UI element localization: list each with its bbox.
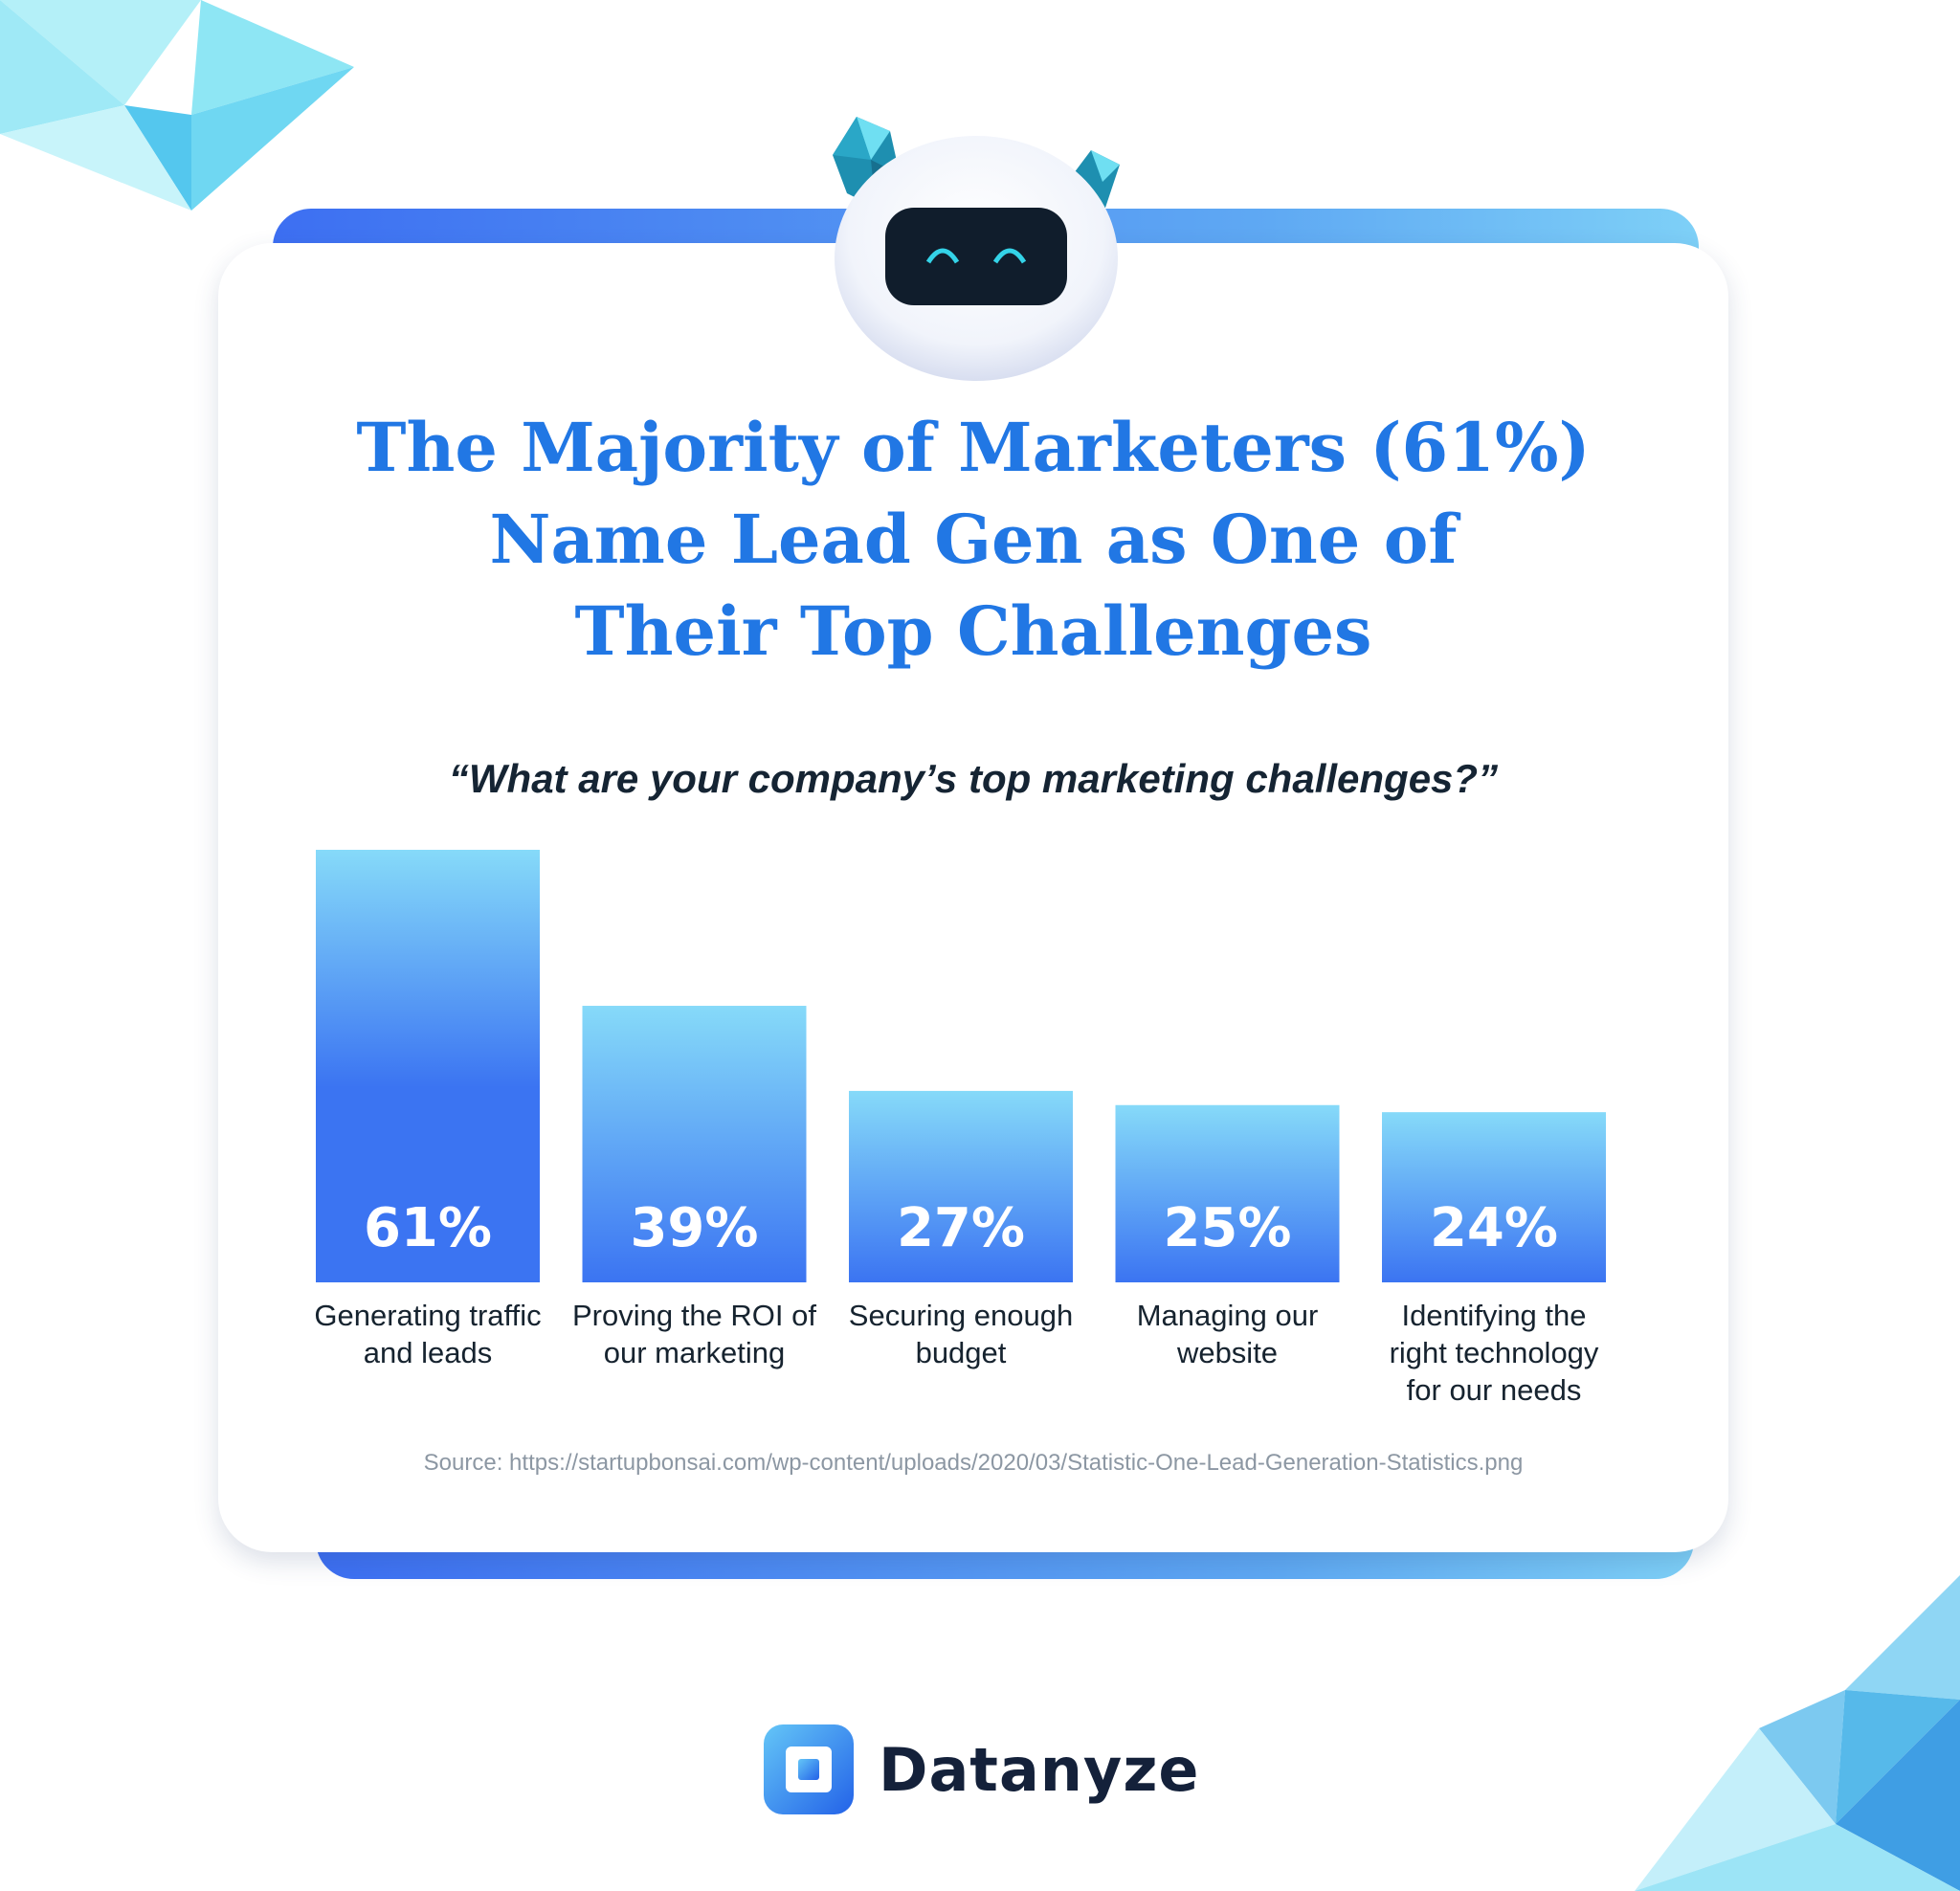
category-label-line: Securing enough bbox=[848, 1299, 1074, 1332]
category-label-line: Managing our bbox=[1136, 1299, 1319, 1332]
category-label-line: Generating traffic bbox=[314, 1299, 542, 1332]
title-line: Their Top Challenges bbox=[574, 591, 1372, 671]
brand-logo: Datanyze bbox=[764, 1724, 1199, 1814]
category-label: Generating traffic and leads bbox=[299, 1297, 557, 1371]
bar bbox=[582, 1006, 807, 1282]
bar bbox=[849, 1090, 1073, 1282]
survey-question: “What are your company’s top marketing c… bbox=[448, 756, 1499, 801]
category-label-line: for our needs bbox=[1406, 1373, 1582, 1407]
category-label: Securing enough budget bbox=[832, 1297, 1090, 1371]
bar-chart-svg: 61% 39% 27% 25% 24% bbox=[316, 850, 1606, 1282]
source-citation: Source: https://startupbonsai.com/wp-con… bbox=[423, 1450, 1524, 1476]
category-label-line: Proving the ROI of bbox=[571, 1299, 816, 1332]
bar-chart: 61% 39% 27% 25% 24% bbox=[316, 833, 1646, 1282]
robot-mascot-icon bbox=[833, 117, 1120, 381]
bar bbox=[316, 850, 540, 1282]
bar bbox=[1115, 1104, 1340, 1282]
polygon-decoration-top-left bbox=[0, 0, 354, 211]
category-label-line: budget bbox=[915, 1336, 1007, 1369]
category-label: Identifying the right technology for our n… bbox=[1365, 1297, 1623, 1409]
category-label-line: and leads bbox=[363, 1336, 493, 1369]
title-line: The Majority of Marketers (61%) bbox=[356, 408, 1591, 487]
category-label: Managing our website bbox=[1099, 1297, 1357, 1371]
category-label-line: right technology bbox=[1389, 1336, 1599, 1369]
bar-value-label: 39% bbox=[630, 1197, 758, 1259]
bar-value-label: 25% bbox=[1163, 1197, 1291, 1259]
bar-value-label: 61% bbox=[364, 1197, 492, 1259]
bar-value-label: 24% bbox=[1430, 1197, 1558, 1259]
category-label-line: our marketing bbox=[603, 1336, 786, 1369]
title-line: Name Lead Gen as One of bbox=[489, 500, 1458, 579]
category-label-line: Identifying the bbox=[1401, 1299, 1587, 1332]
chart-title: The Majority of Marketers (61%) Name Lea… bbox=[218, 402, 1728, 678]
category-label-line: website bbox=[1176, 1336, 1279, 1369]
bar bbox=[1382, 1112, 1606, 1282]
datanyze-logo-icon bbox=[764, 1724, 854, 1814]
bar-value-label: 27% bbox=[897, 1197, 1025, 1259]
brand-name: Datanyze bbox=[879, 1734, 1200, 1805]
polygon-decoration-bottom-right bbox=[1635, 1575, 1960, 1891]
category-label: Proving the ROI of our marketing bbox=[566, 1297, 824, 1371]
